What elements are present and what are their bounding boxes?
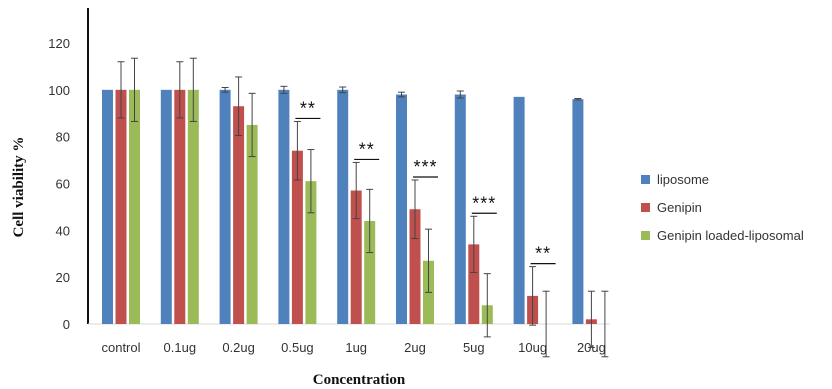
y-axis-title: Cell viability % (11, 137, 27, 238)
bar-liposome (513, 96, 525, 324)
bars-layer (102, 89, 597, 325)
legend: liposome Genipin Genipin loaded-liposomal (641, 172, 804, 243)
error-bars-layer (117, 57, 609, 358)
bar-genipin (115, 89, 127, 324)
x-tick-label: 5ug (463, 340, 485, 355)
significance-label: *** (413, 157, 437, 177)
y-tick-label: 80 (56, 130, 70, 145)
y-tick-label: 20 (56, 270, 70, 285)
x-tick-label: 10ug (518, 340, 547, 355)
x-tick-label: 0.2ug (222, 340, 255, 355)
x-tick-label: 0.1ug (164, 340, 197, 355)
bar-genipin-loaded-liposomal (364, 220, 376, 324)
bar-liposome (572, 99, 584, 324)
legend-label: Genipin (657, 200, 702, 215)
bar-genipin (409, 209, 421, 324)
bar-genipin (468, 244, 480, 324)
tick-labels-layer: 0 20 40 60 80 100 120 control 0.1ug 0.2ug 0.5ug 1ug… (48, 36, 606, 355)
legend-label: liposome (657, 172, 709, 187)
bar-genipin-loaded-liposomal (129, 89, 140, 324)
x-tick-label: 2ug (404, 340, 426, 355)
bar-liposome (219, 89, 231, 324)
bar-genipin-loaded-liposomal (305, 181, 317, 324)
y-tick-label: 100 (48, 83, 70, 98)
y-tick-label: 0 (63, 317, 70, 332)
significance-label: ** (300, 98, 316, 118)
bar-liposome (160, 89, 172, 324)
bar-genipin-loaded-liposomal (246, 124, 258, 324)
y-tick-label: 60 (56, 177, 70, 192)
x-tick-label: 0.5ug (281, 340, 314, 355)
bar-liposome (278, 89, 290, 324)
significance-label: ** (535, 244, 551, 264)
y-tick-label: 120 (48, 36, 70, 51)
legend-swatch (641, 231, 650, 240)
y-tick-label: 40 (56, 223, 70, 238)
legend-swatch (641, 203, 650, 212)
x-tick-label: control (101, 340, 140, 355)
bar-genipin (291, 150, 303, 324)
legend-label: Genipin loaded-liposomal (657, 228, 804, 243)
legend-swatch (641, 175, 650, 184)
x-tick-label: 1ug (345, 340, 367, 355)
significance-layer: ************ (295, 98, 556, 265)
x-tick-label: 20ug (577, 340, 606, 355)
bar-liposome (396, 94, 407, 325)
bar-genipin (233, 106, 245, 324)
significance-label: *** (472, 193, 496, 213)
bar-liposome (102, 89, 113, 324)
significance-label: ** (359, 139, 375, 159)
bar-liposome (454, 94, 466, 325)
bar-genipin-loaded-liposomal (187, 89, 199, 324)
x-axis-title: Concentration (313, 372, 406, 388)
bar-genipin (174, 89, 186, 324)
bar-liposome (337, 89, 349, 324)
bar-genipin (350, 190, 362, 324)
